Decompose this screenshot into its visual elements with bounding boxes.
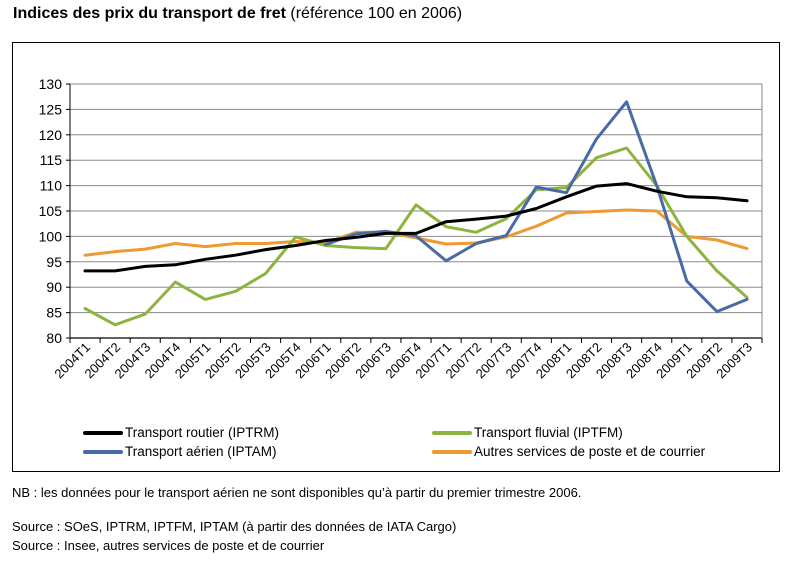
y-tick-label: 115	[40, 152, 63, 168]
legend-label: Transport aérien (IPTAM)	[125, 444, 277, 459]
legend-item-poste: Autres services de poste et de courrier	[432, 444, 705, 459]
chart-title: Indices des prix du transport de fret (r…	[13, 5, 462, 23]
y-tick-label: 100	[39, 228, 63, 244]
y-tick-label: 90	[46, 279, 62, 295]
chart-title-subtitle: (référence 100 en 2006)	[285, 5, 463, 22]
legend-label: Transport fluvial (IPTFM)	[474, 425, 623, 440]
y-tick-label: 110	[40, 178, 63, 194]
y-tick-label: 130	[39, 76, 63, 92]
y-tick-label: 95	[46, 254, 62, 270]
legend-swatch-routier	[83, 430, 123, 435]
chart-title-main: Indices des prix du transport de fret	[13, 5, 286, 22]
nb-note: NB : les données pour le transport aérie…	[12, 485, 582, 500]
legend-swatch-fluvial	[432, 430, 472, 435]
legend-label: Autres services de poste et de courrier	[474, 444, 706, 459]
y-tick-label: 85	[46, 305, 62, 321]
series-line-2	[324, 100, 749, 314]
legend-item-fluvial: Transport fluvial (IPTFM)	[432, 425, 623, 440]
y-tick-label: 80	[46, 330, 62, 346]
y-tick-label: 120	[39, 127, 63, 143]
legend-label: Transport routier (IPTRM)	[125, 425, 280, 440]
chart-frame	[12, 42, 780, 472]
series-line-0	[83, 182, 749, 273]
legend-item-aerien: Transport aérien (IPTAM)	[83, 444, 277, 459]
source-note-2: Source : Insee, autres services de poste…	[12, 538, 325, 553]
legend-swatch-poste	[432, 449, 472, 454]
legend-item-routier: Transport routier (IPTRM)	[83, 425, 279, 440]
source-note-1: Source : SOeS, IPTRM, IPTFM, IPTAM (à pa…	[12, 519, 457, 534]
y-tick-label: 105	[39, 203, 63, 219]
y-tick-label: 125	[39, 101, 63, 117]
legend-swatch-aerien	[83, 449, 123, 454]
